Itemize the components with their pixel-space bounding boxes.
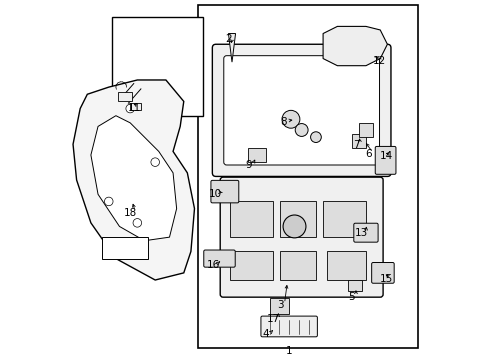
- Bar: [280, 251, 315, 280]
- Bar: [112, 18, 203, 116]
- FancyBboxPatch shape: [203, 250, 235, 267]
- Text: 7: 7: [352, 140, 359, 150]
- FancyBboxPatch shape: [212, 44, 390, 176]
- Circle shape: [310, 132, 321, 143]
- Bar: [118, 93, 132, 102]
- Circle shape: [283, 215, 305, 238]
- Text: 18: 18: [124, 208, 137, 218]
- FancyBboxPatch shape: [374, 147, 395, 174]
- Text: 14: 14: [379, 151, 392, 161]
- FancyBboxPatch shape: [210, 180, 238, 203]
- Bar: [269, 298, 288, 314]
- Text: 8: 8: [279, 117, 286, 127]
- Circle shape: [282, 111, 299, 128]
- Polygon shape: [73, 80, 194, 280]
- Text: 10: 10: [208, 189, 222, 199]
- Bar: [323, 202, 365, 237]
- Bar: [198, 5, 417, 348]
- Text: 17: 17: [266, 314, 280, 324]
- FancyBboxPatch shape: [261, 316, 317, 337]
- Circle shape: [133, 219, 142, 227]
- Bar: [358, 123, 372, 137]
- FancyBboxPatch shape: [371, 262, 393, 283]
- Circle shape: [125, 104, 134, 113]
- FancyBboxPatch shape: [224, 56, 379, 165]
- Text: 12: 12: [372, 57, 386, 66]
- Text: 6: 6: [365, 149, 371, 159]
- Bar: [347, 280, 362, 291]
- Circle shape: [295, 123, 307, 136]
- Polygon shape: [323, 26, 386, 66]
- Bar: [230, 202, 272, 237]
- FancyBboxPatch shape: [220, 177, 382, 297]
- Circle shape: [151, 158, 159, 166]
- FancyBboxPatch shape: [353, 223, 377, 242]
- Bar: [280, 202, 315, 237]
- Text: 1: 1: [285, 346, 292, 356]
- Bar: [102, 237, 148, 258]
- Text: 15: 15: [379, 274, 392, 284]
- Bar: [326, 251, 365, 280]
- Bar: [230, 251, 272, 280]
- Text: 11: 11: [127, 103, 141, 113]
- Bar: [130, 103, 141, 111]
- Text: 2: 2: [224, 34, 231, 44]
- Polygon shape: [228, 33, 235, 62]
- Circle shape: [104, 197, 113, 206]
- Bar: [247, 148, 265, 162]
- Polygon shape: [91, 116, 176, 241]
- Text: 3: 3: [276, 300, 283, 310]
- Text: 13: 13: [354, 228, 367, 238]
- Text: 16: 16: [206, 260, 219, 270]
- Text: 9: 9: [245, 160, 252, 170]
- Text: 4: 4: [262, 329, 269, 339]
- Bar: [351, 134, 365, 148]
- Text: 5: 5: [347, 292, 354, 302]
